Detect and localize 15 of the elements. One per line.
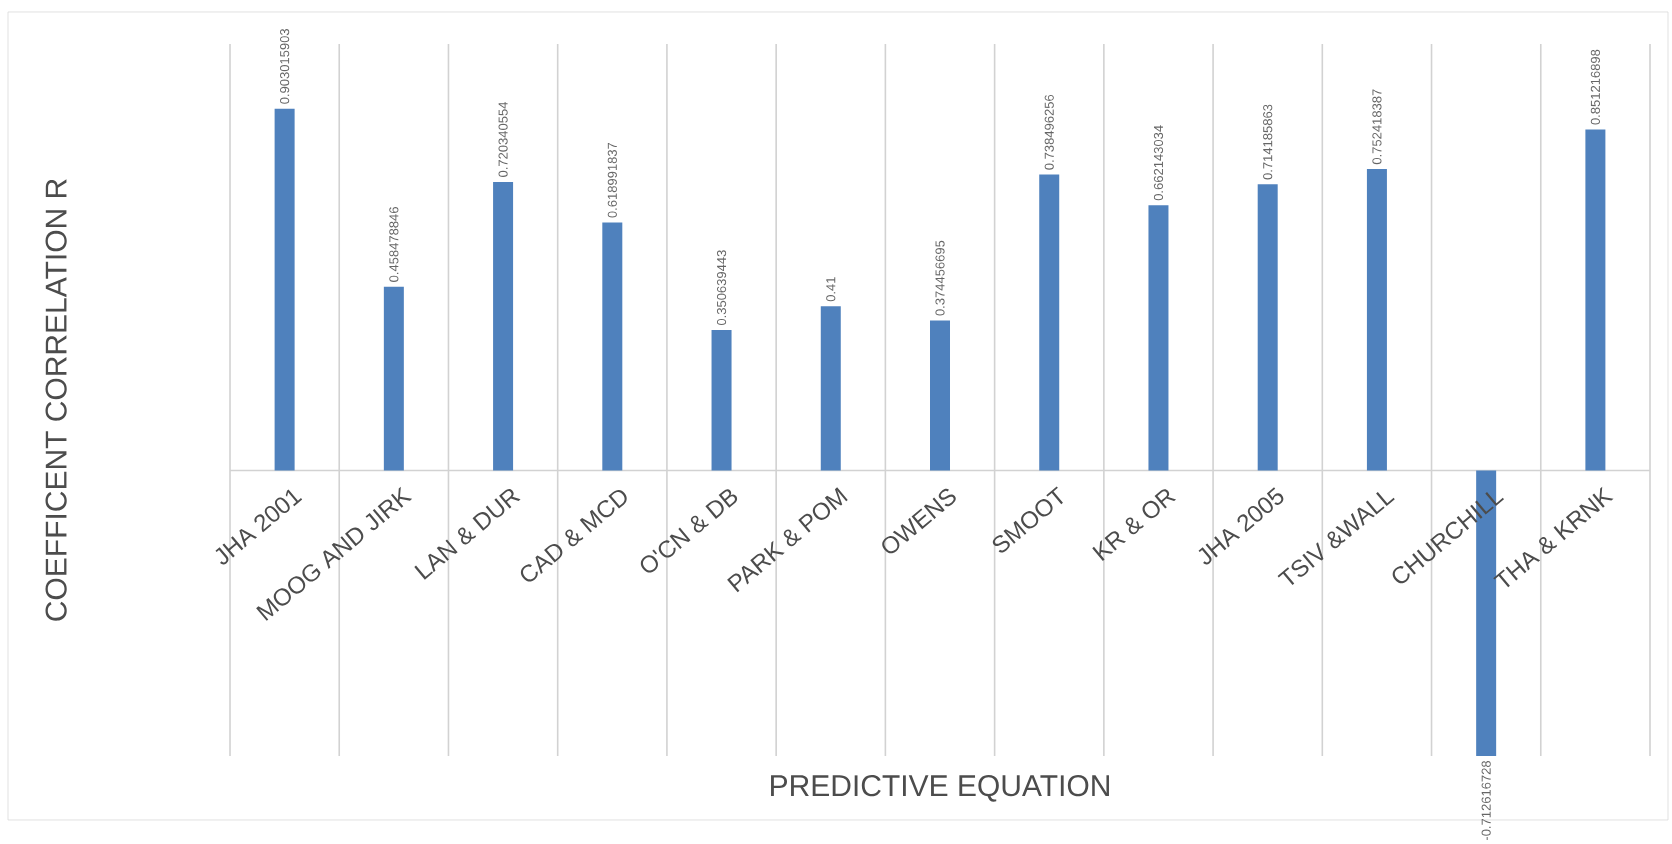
bar (602, 222, 623, 471)
bar (1148, 204, 1169, 471)
bar (820, 305, 841, 471)
bar (1257, 184, 1278, 471)
bar (274, 108, 295, 471)
bar (1585, 129, 1606, 471)
bar (930, 320, 951, 471)
bar (493, 181, 514, 471)
bar (1366, 168, 1387, 471)
x-axis-title: PREDICTIVE EQUATION (771, 774, 1109, 802)
bar (383, 286, 404, 471)
x-tick-label: KR & OR (1092, 488, 1177, 561)
y-axis-title: COEFFICENT CORRELATION R (45, 178, 67, 621)
bar (1039, 174, 1060, 471)
bar (711, 329, 732, 471)
